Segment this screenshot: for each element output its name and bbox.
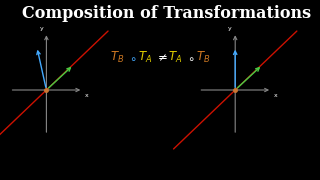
Text: Composition of Transformations: Composition of Transformations (22, 5, 311, 22)
Text: $T_A$: $T_A$ (168, 50, 182, 65)
Text: $\neq$: $\neq$ (155, 51, 168, 64)
Text: x: x (85, 93, 89, 98)
Text: $T_A$: $T_A$ (139, 50, 153, 65)
Text: $T_B$: $T_B$ (110, 50, 124, 65)
Text: y: y (39, 26, 43, 31)
Text: $T_B$: $T_B$ (196, 50, 210, 65)
Text: y: y (228, 26, 232, 31)
Text: x: x (274, 93, 277, 98)
Text: $\circ$: $\circ$ (129, 51, 137, 64)
Text: $\circ$: $\circ$ (187, 51, 194, 64)
